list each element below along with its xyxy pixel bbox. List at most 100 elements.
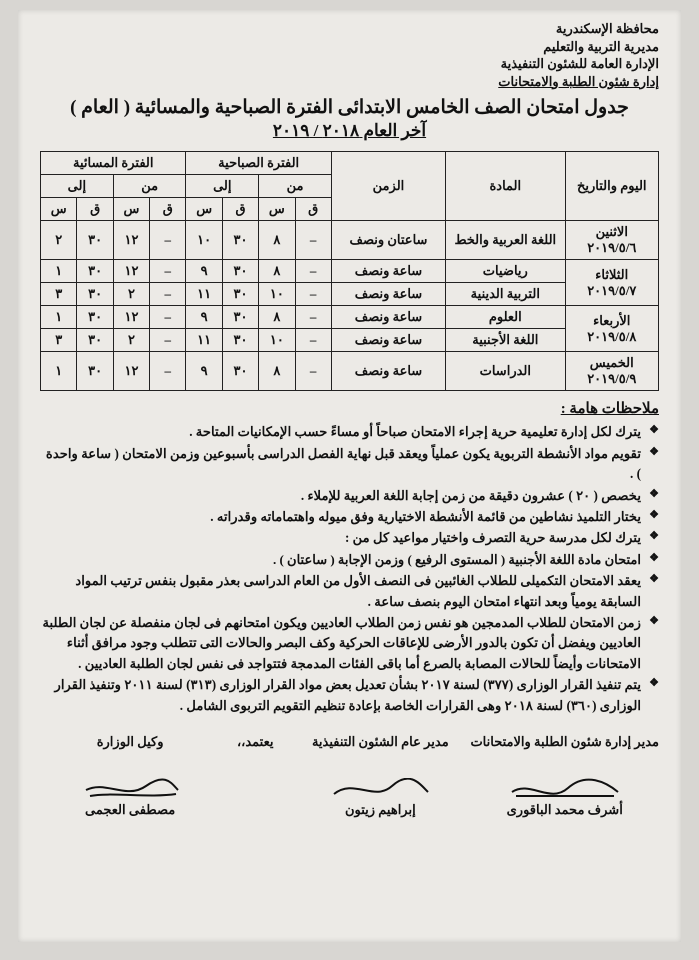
signature-role: وكيل الوزارة [40,734,220,750]
signature-name: إبراهيم زيتون [290,802,470,818]
signature-icon [330,778,430,800]
cell-time: ١١ [186,329,222,352]
cell-time: ١ [41,306,77,329]
th-day: اليوم والتاريخ [565,152,658,221]
th-subject: المادة [446,152,565,221]
note-item: يعقد الامتحان التكميلى للطلاب الغائبين ف… [40,571,659,612]
cell-time: ٨ [259,352,295,391]
cell-time: ٢ [41,221,77,260]
signature-block: مدير عام الشئون التنفيذية إبراهيم زيتون [290,734,470,818]
letterhead-line: مديرية التربية والتعليم [40,38,659,56]
cell-time: ٩ [186,260,222,283]
cell-time: ٨ [259,306,295,329]
cell-time: ١٠ [259,283,295,306]
cell-duration: ساعة ونصف [331,329,445,352]
cell-duration: ساعة ونصف [331,260,445,283]
signature-name: أشرف محمد الباقورى [470,802,659,818]
cell-day: الثلاثاء٢٠١٩/٥/٧ [565,260,658,306]
cell-time: – [150,283,186,306]
note-subitem: امتحان مادة اللغة الأجنبية ( المستوى الر… [40,550,659,570]
note-item: يترك لكل إدارة تعليمية حرية إجراء الامتح… [40,422,659,442]
cell-subject: اللغة الأجنبية [446,329,565,352]
cell-time: ١٢ [113,260,149,283]
note-item: يتم تنفيذ القرار الوزارى (٣٧٧) لسنة ٢٠١٧… [40,675,659,716]
cell-time: ٣٠ [222,329,258,352]
cell-time: ٣٠ [222,283,258,306]
schedule-table: اليوم والتاريخ المادة الزمن الفترة الصبا… [40,151,659,391]
cell-time: ١٠ [259,329,295,352]
cell-time: – [150,352,186,391]
cell-time: – [295,352,331,391]
th-duration: الزمن [331,152,445,221]
th-h: س [186,198,222,221]
th-h: س [113,198,149,221]
table-row: الخميس٢٠١٩/٥/٩الدراساتساعة ونصف–٨٣٠٩–١٢٣… [41,352,659,391]
document-subtitle: آخر العام ٢٠١٨ / ٢٠١٩ [40,121,659,141]
letterhead: محافظة الإسكندرية مديرية التربية والتعلي… [40,20,659,90]
letterhead-line: محافظة الإسكندرية [40,20,659,38]
signature-icon [510,778,620,800]
cell-time: ٩ [186,352,222,391]
signature-icon [80,778,180,800]
cell-time: ٣ [41,283,77,306]
letterhead-line: الإدارة العامة للشئون التنفيذية [40,55,659,73]
signature-block: وكيل الوزارة مصطفى العجمى [40,734,220,818]
cell-time: ٨ [259,260,295,283]
cell-time: ٨ [259,221,295,260]
table-row: الثلاثاء٢٠١٩/٥/٧رياضياتساعة ونصف–٨٣٠٩–١٢… [41,260,659,283]
cell-duration: ساعة ونصف [331,306,445,329]
signature-block: مدير إدارة شئون الطلبة والامتحانات أشرف … [470,734,659,818]
cell-time: ٢ [113,329,149,352]
signature-role: مدير إدارة شئون الطلبة والامتحانات [470,734,659,750]
th-m: ق [222,198,258,221]
cell-time: ٣٠ [222,306,258,329]
th-m: ق [150,198,186,221]
th-from: من [259,175,332,198]
cell-time: – [150,221,186,260]
cell-time: – [295,306,331,329]
note-item: تقويم مواد الأنشطة التربوية يكون عملياً … [40,444,659,485]
note-item: يترك لكل مدرسة حرية التصرف واختيار مواعي… [40,528,659,548]
cell-time: ٣٠ [222,260,258,283]
cell-time: – [150,306,186,329]
cell-time: ١ [41,352,77,391]
signature-role: مدير عام الشئون التنفيذية [290,734,470,750]
cell-time: ٣٠ [222,352,258,391]
cell-subject: الدراسات [446,352,565,391]
note-item: يخصص ( ٢٠ ) عشرون دقيقة من زمن إجابة الل… [40,486,659,506]
cell-time: ٣٠ [222,221,258,260]
cell-time: ١٢ [113,221,149,260]
cell-time: ١ [41,260,77,283]
th-m: ق [77,198,113,221]
cell-subject: اللغة العربية والخط [446,221,565,260]
note-item: يختار التلميذ نشاطين من قائمة الأنشطة ال… [40,507,659,527]
cell-time: – [295,260,331,283]
cell-time: ٩ [186,306,222,329]
table-row: الأربعاء٢٠١٩/٥/٨العلومساعة ونصف–٨٣٠٩–١٢٣… [41,306,659,329]
cell-subject: رياضيات [446,260,565,283]
cell-time: ١٠ [186,221,222,260]
cell-time: ٢ [113,283,149,306]
cell-day: الاثنين٢٠١٩/٥/٦ [565,221,658,260]
table-row: الاثنين٢٠١٩/٥/٦اللغة العربية والخطساعتان… [41,221,659,260]
cell-day: الخميس٢٠١٩/٥/٩ [565,352,658,391]
cell-time: ٣٠ [77,260,113,283]
cell-time: – [150,329,186,352]
cell-time: ٣٠ [77,221,113,260]
cell-subject: التربية الدينية [446,283,565,306]
cell-time: ١٢ [113,306,149,329]
cell-time: ١١ [186,283,222,306]
th-to: إلى [41,175,114,198]
notes-list: يترك لكل إدارة تعليمية حرية إجراء الامتح… [40,422,659,716]
cell-duration: ساعة ونصف [331,283,445,306]
cell-day: الأربعاء٢٠١٩/٥/٨ [565,306,658,352]
cell-time: ٣٠ [77,306,113,329]
cell-time: ٣٠ [77,283,113,306]
cell-time: – [295,221,331,260]
th-morning: الفترة الصباحية [186,152,331,175]
letterhead-line: إدارة شئون الطلبة والامتحانات [40,73,659,91]
cell-time: – [150,260,186,283]
th-evening: الفترة المسائية [41,152,186,175]
cell-time: – [295,329,331,352]
approve-label: يعتمد،، [220,734,290,750]
